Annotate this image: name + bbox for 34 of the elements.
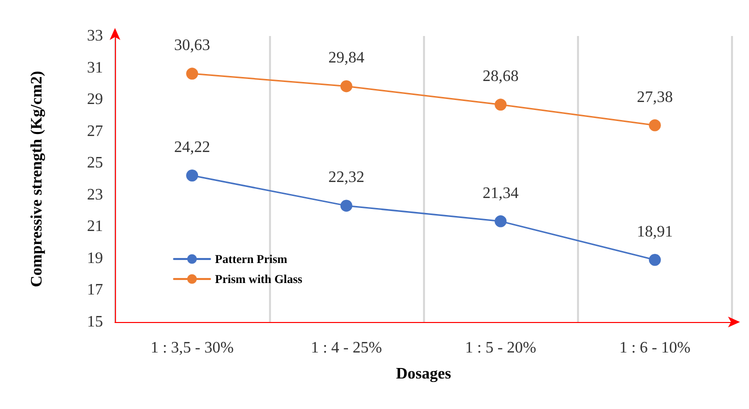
y-tick-label: 29 (87, 91, 103, 108)
point (186, 68, 198, 80)
point (494, 215, 507, 228)
y-tick-label: 15 (87, 314, 103, 330)
x-tick-label: 1 : 4 - 25% (310, 340, 382, 356)
y-tick-label: 19 (87, 250, 103, 267)
point (648, 254, 661, 266)
point (186, 170, 198, 182)
y-tick-label: 27 (87, 122, 103, 140)
data-label: 24,22 (174, 139, 210, 156)
point (648, 119, 661, 132)
y-tick-label: 17 (87, 282, 103, 299)
data-label: 29,84 (328, 50, 364, 67)
y-tick-label: 21 (87, 218, 103, 236)
y-axis-title: Compressive strength (Kg/cm2) (28, 70, 46, 288)
data-label: 18,91 (636, 223, 673, 240)
y-tick-label: 23 (87, 186, 103, 204)
data-label: 27,38 (636, 88, 673, 106)
data-label: 21,34 (482, 184, 519, 202)
legend-label: Pattern Prism (215, 252, 288, 266)
data-label: 30,63 (174, 37, 210, 54)
y-tick-label: 33 (87, 28, 103, 44)
point (340, 200, 352, 212)
y-tick-label: 31 (87, 59, 103, 76)
data-label: 28,68 (482, 68, 519, 86)
data-label: 22,32 (328, 169, 364, 186)
x-tick-label: 1 : 5 - 20% (465, 340, 536, 356)
x-tick-label: 1 : 3,5 - 30% (150, 340, 234, 356)
y-tick-label: 25 (87, 154, 103, 172)
point (340, 80, 352, 92)
legend-label: Prism with Glass (215, 272, 303, 286)
x-tick-label: 1 : 6 - 10% (619, 340, 690, 356)
x-axis-title: Dosages (396, 366, 452, 382)
point (494, 98, 507, 111)
